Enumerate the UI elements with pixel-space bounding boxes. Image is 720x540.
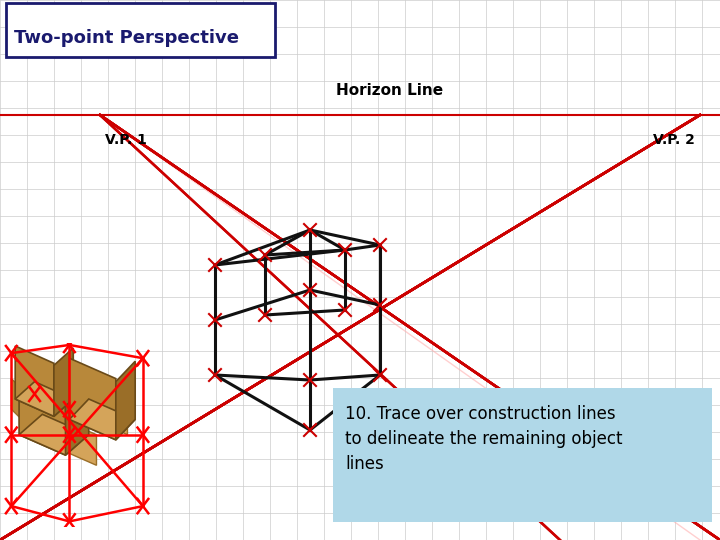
Polygon shape (73, 379, 127, 435)
Text: V.P. 1: V.P. 1 (105, 133, 147, 147)
Text: V.P. 2: V.P. 2 (653, 133, 695, 147)
Text: Horizon Line: Horizon Line (336, 83, 444, 98)
Polygon shape (116, 361, 135, 440)
FancyBboxPatch shape (6, 3, 275, 57)
Text: 10. Trace over construction lines
to delineate the remaining object
lines: 10. Trace over construction lines to del… (345, 405, 623, 473)
Polygon shape (69, 358, 116, 440)
Polygon shape (12, 379, 27, 424)
Polygon shape (69, 399, 135, 440)
Polygon shape (15, 346, 54, 416)
Polygon shape (27, 394, 73, 445)
Polygon shape (62, 368, 73, 409)
FancyBboxPatch shape (333, 388, 712, 522)
Polygon shape (19, 374, 66, 455)
Polygon shape (54, 348, 73, 416)
Polygon shape (66, 374, 89, 455)
Polygon shape (35, 399, 50, 445)
Polygon shape (50, 414, 96, 465)
Text: Two-point Perspective: Two-point Perspective (14, 29, 239, 47)
Polygon shape (15, 382, 73, 416)
Polygon shape (19, 414, 89, 455)
